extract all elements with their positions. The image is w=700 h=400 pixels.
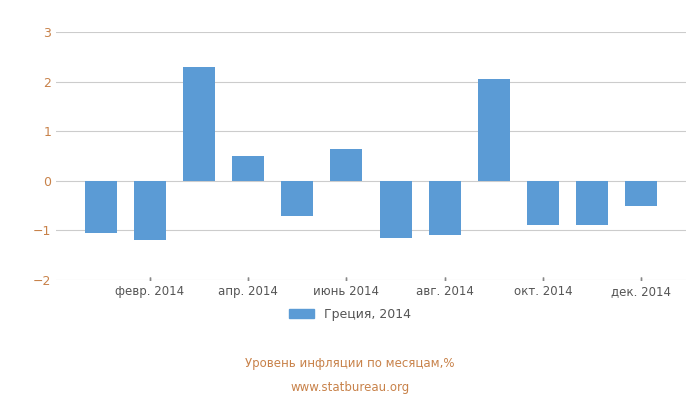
Bar	[330, 148, 363, 181]
Text: Уровень инфляции по месяцам,%: Уровень инфляции по месяцам,%	[245, 358, 455, 370]
Bar	[527, 181, 559, 226]
Bar	[379, 181, 412, 238]
Legend: Греция, 2014: Греция, 2014	[284, 303, 416, 326]
Bar	[576, 181, 608, 226]
Bar	[281, 181, 313, 216]
Bar	[625, 181, 657, 206]
Bar	[183, 67, 215, 181]
Bar	[429, 181, 461, 235]
Bar	[134, 181, 166, 240]
Bar	[232, 156, 264, 181]
Text: www.statbureau.org: www.statbureau.org	[290, 382, 410, 394]
Bar	[478, 79, 510, 181]
Bar	[85, 181, 117, 233]
